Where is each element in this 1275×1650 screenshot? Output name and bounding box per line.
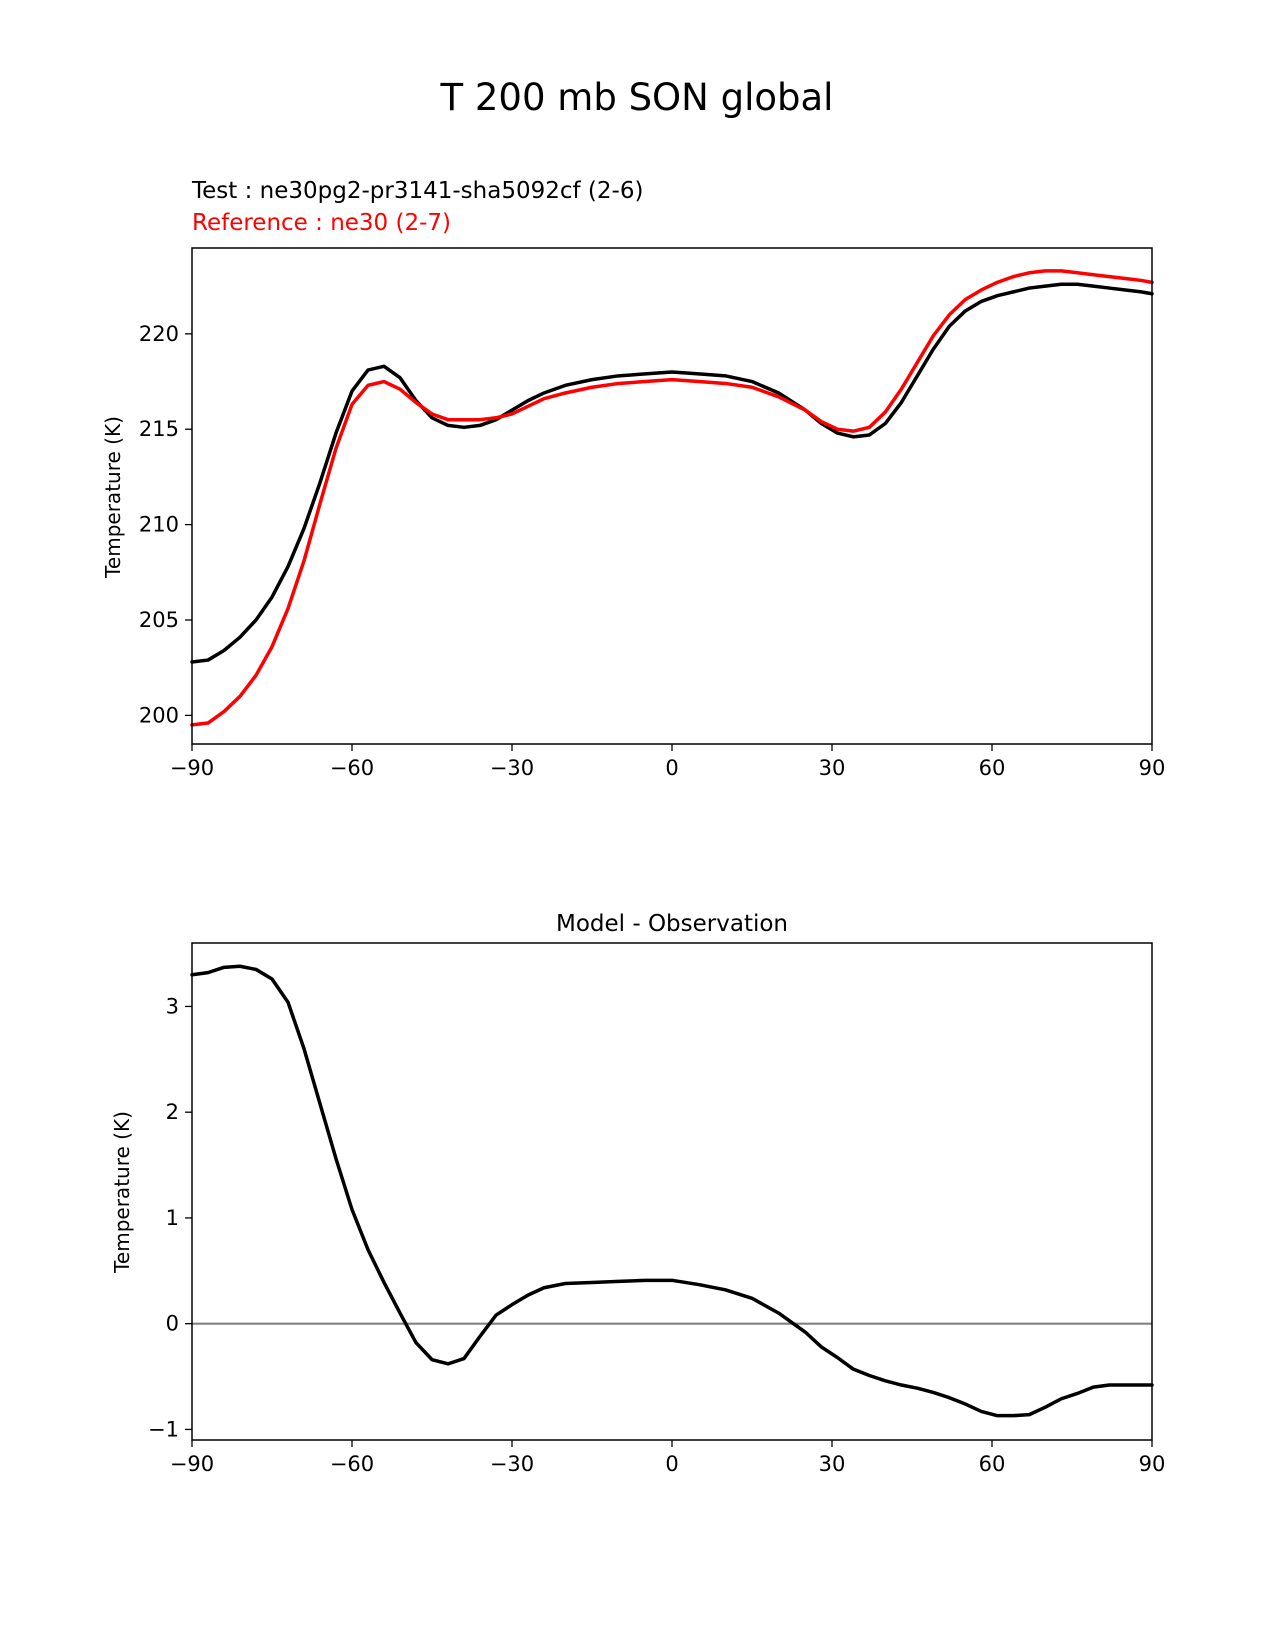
top-ytick-label: 220 — [139, 322, 179, 346]
bottom-ytick-label: 0 — [166, 1312, 179, 1336]
top-panel-series-layer — [190, 269, 1154, 727]
top-series-test-line — [190, 282, 1154, 664]
top-series-reference-line — [190, 269, 1154, 727]
figure-suptitle: T 200 mb SON global — [440, 76, 834, 119]
top-panel: Temperature (K) −90 −60 −30 0 30 60 90 200 205 21… — [101, 247, 1165, 780]
bottom-xtick-label: −60 — [330, 1452, 374, 1476]
top-ytick-label: 200 — [139, 703, 179, 727]
top-xtick-label: 30 — [819, 756, 846, 780]
bottom-xtick-label: 60 — [979, 1452, 1006, 1476]
bottom-panel-ylabel: Temperature (K) — [110, 1111, 134, 1274]
bottom-ytick-label: 1 — [166, 1206, 179, 1230]
bottom-series-test-line — [190, 964, 1154, 1418]
top-xtick-label: −90 — [170, 756, 214, 780]
bottom-xtick-label: −90 — [170, 1452, 214, 1476]
bottom-ytick-label: 2 — [166, 1100, 179, 1124]
top-xtick-label: 0 — [665, 756, 678, 780]
reference-label: Reference : ne30 (2-7) — [192, 210, 451, 236]
top-xtick-label: −30 — [490, 756, 534, 780]
top-ytick-label: 205 — [139, 608, 179, 632]
top-xtick-label: 90 — [1139, 756, 1166, 780]
top-xtick-label: −60 — [330, 756, 374, 780]
bottom-panel-series-layer — [190, 964, 1154, 1418]
bottom-xtick-label: 0 — [665, 1452, 678, 1476]
top-panel-ylabel: Temperature (K) — [101, 416, 125, 579]
bottom-panel-frame — [191, 942, 1153, 1441]
bottom-panel-title: Model - Observation — [556, 911, 788, 937]
top-ytick-label: 215 — [139, 417, 179, 441]
test-label: Test : ne30pg2-pr3141-sha5092cf (2-6) — [191, 178, 643, 204]
bottom-ytick-label: −1 — [148, 1417, 179, 1441]
top-ytick-label: 210 — [139, 513, 179, 537]
bottom-panel: Model - Observation Temperature (K) −90−… — [110, 911, 1165, 1476]
top-xtick-label: 60 — [979, 756, 1006, 780]
bottom-ytick-label: 3 — [166, 994, 179, 1018]
top-panel-frame — [191, 247, 1153, 745]
bottom-xtick-label: 30 — [819, 1452, 846, 1476]
top-panel-tick-layer: −90 −60 −30 0 30 60 90 200 205 210 215 220 — [139, 322, 1165, 780]
bottom-xtick-label: −30 — [490, 1452, 534, 1476]
bottom-xtick-label: 90 — [1139, 1452, 1166, 1476]
bottom-panel-tick-layer: −90 −60 −30 0 30 60 90 −1 0 1 2 3 — [148, 994, 1165, 1476]
